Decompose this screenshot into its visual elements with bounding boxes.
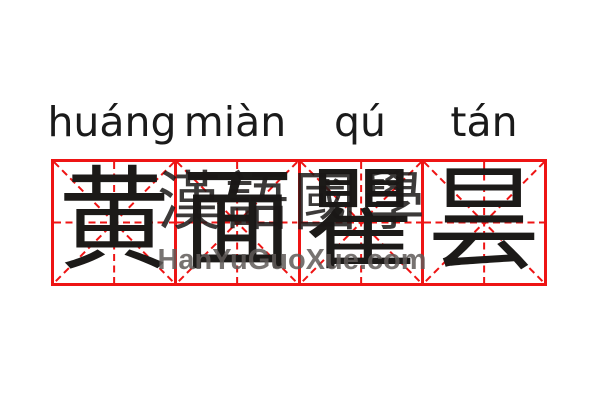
mizige-grid: 黄 面 瞿 bbox=[51, 159, 547, 286]
hanzi-character-4: 昙 bbox=[427, 155, 540, 286]
mizige-cell-4: 昙 bbox=[420, 155, 544, 286]
mizige-guides-icon bbox=[54, 162, 174, 283]
watermark-site-text: HanYuGuoXue.com bbox=[157, 244, 427, 276]
pinyin-syllable-2: miàn bbox=[183, 98, 287, 146]
mizige-guides-icon bbox=[424, 162, 544, 283]
pinyin-syllable-3: qú bbox=[333, 98, 387, 146]
pinyin-syllable-1: huáng bbox=[47, 98, 177, 146]
mizige-cell-2: 面 bbox=[174, 162, 297, 283]
mizige-guides-icon bbox=[177, 162, 297, 283]
hanzi-character-3: 瞿 bbox=[304, 155, 417, 286]
pinyin-syllable-4: tán bbox=[450, 98, 518, 146]
mizige-guides-icon bbox=[301, 162, 421, 283]
mizige-cell-1: 黄 bbox=[54, 162, 174, 283]
hanzi-character-2: 面 bbox=[181, 155, 294, 286]
hanzi-character-1: 黄 bbox=[58, 155, 171, 286]
mizige-cell-3: 瞿 bbox=[297, 155, 421, 286]
watermark-cjk-text: 漢語國學 bbox=[157, 166, 429, 240]
